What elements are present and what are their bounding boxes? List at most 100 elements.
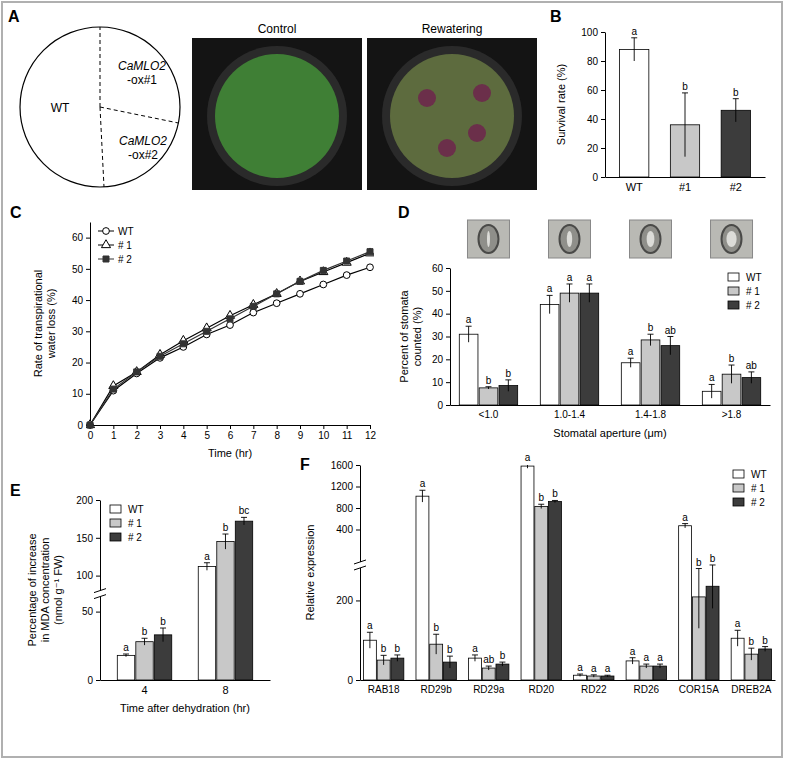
- x-tick: RD29a: [473, 684, 505, 695]
- bar: [198, 567, 215, 680]
- error-bar-cap: [466, 326, 472, 327]
- legend-item: # 1: [728, 286, 760, 297]
- x-axis-title: Time (hr): [208, 447, 252, 459]
- x-axis: 48: [101, 681, 271, 696]
- significance-letter: b: [696, 557, 702, 568]
- x-tick-mark: [323, 425, 324, 429]
- axis-break-mark: [94, 595, 106, 599]
- error-bar-cap: [222, 534, 228, 535]
- error-bar-stem: [527, 465, 528, 468]
- error-bar: [604, 675, 610, 677]
- section-divider: [100, 107, 178, 123]
- panel-label: C: [10, 204, 22, 221]
- error-bar: [657, 664, 663, 668]
- photo-background: [367, 38, 537, 190]
- x-tick-label: #2: [730, 181, 742, 193]
- error-bar: [733, 99, 739, 122]
- error-bar-stem: [751, 648, 752, 660]
- legend-label: WT: [118, 226, 134, 237]
- legend-label: # 2: [751, 497, 765, 508]
- error-bar-cap: [160, 628, 166, 629]
- legend: WT# 1# 2: [728, 272, 762, 311]
- significance-letter: a: [525, 452, 531, 463]
- legend-symbol: [103, 228, 110, 235]
- y-tick-mark: [356, 680, 360, 681]
- error-bar-cap: [648, 334, 654, 335]
- significance-letter: a: [547, 283, 553, 294]
- x-tick-label: RD26: [634, 684, 660, 695]
- section-label: -ox#1: [127, 73, 157, 87]
- data-point: [297, 290, 304, 297]
- x-axis: RAB18RD29bRD29aRD20RD22RD26COR15ADREB2A: [361, 681, 776, 696]
- wilted-plant: [438, 139, 456, 157]
- legend: WT# 1# 2: [98, 226, 134, 265]
- y-tick-mark: [86, 331, 90, 332]
- y-tick: 60: [587, 85, 605, 96]
- error-bar-cap: [547, 295, 553, 296]
- error-bar-stem: [449, 656, 450, 668]
- y-tick: 40: [72, 295, 90, 306]
- x-axis-line: [451, 405, 771, 406]
- guard-cells: [641, 225, 661, 253]
- error-bar-cap: [657, 664, 663, 665]
- significance-letter: a: [591, 663, 597, 674]
- x-tick: 10: [318, 425, 330, 441]
- legend-item: # 1: [733, 483, 765, 494]
- data-point: [367, 264, 374, 271]
- error-bar: [123, 654, 129, 657]
- y-tick-label: 0: [347, 675, 353, 686]
- bar: [601, 676, 614, 680]
- panel-label: A: [8, 8, 20, 25]
- section-label: CaMLO2: [118, 59, 166, 73]
- error-bar: [591, 675, 597, 677]
- x-tick: 12: [365, 425, 377, 441]
- y-tick-label: 50: [72, 264, 84, 275]
- bar: [496, 664, 509, 680]
- significance-letter: a: [420, 478, 426, 489]
- y-tick: 0: [87, 675, 100, 686]
- error-bar-cap: [394, 654, 400, 655]
- x-tick-label: 2: [134, 430, 140, 441]
- x-tick-label: RAB18: [368, 684, 400, 695]
- y-tick-label: 0: [592, 172, 598, 183]
- x-tick-label: 10: [318, 430, 330, 441]
- legend-symbol: [103, 256, 109, 262]
- bar: [540, 305, 559, 405]
- error-bar-cap: [447, 656, 453, 657]
- legend: WT# 1# 2: [733, 469, 767, 508]
- pore: [567, 231, 572, 247]
- significance-letter: a: [587, 272, 593, 283]
- error-bar-stem: [737, 630, 738, 646]
- significance-letter: b: [142, 626, 148, 637]
- y-tick: 10: [432, 377, 450, 388]
- significance-letter: b: [552, 488, 558, 499]
- series-line: [90, 267, 370, 425]
- x-tick-mark: [300, 425, 301, 429]
- pot-photo: [367, 38, 537, 190]
- error-bar: [628, 358, 634, 367]
- error-bar-stem: [698, 569, 699, 629]
- error-bar: [630, 658, 636, 664]
- x-tick: #1: [679, 181, 691, 193]
- error-bar-cap: [748, 371, 754, 372]
- error-bar-cap: [485, 386, 491, 387]
- y-tick: 400: [336, 524, 360, 535]
- x-tick-mark: [160, 425, 161, 429]
- significance-letter: a: [735, 618, 741, 629]
- y-tick: 50: [82, 606, 100, 617]
- significance-letter: a: [657, 652, 663, 663]
- error-bar-stem: [436, 634, 437, 654]
- y-tick-label: 0: [77, 420, 83, 431]
- error-bar-cap: [505, 379, 511, 380]
- error-bar-cap: [123, 654, 129, 655]
- pot: [207, 46, 347, 186]
- error-bar-stem: [569, 284, 570, 302]
- x-tick: <1.0: [479, 409, 499, 420]
- significance-letter: b: [749, 636, 755, 647]
- significance-letter: a: [709, 372, 715, 383]
- x-tick-label: 0: [88, 430, 94, 441]
- y-tick-label: 40: [72, 295, 84, 306]
- x-tick-label: 12: [365, 430, 377, 441]
- bar: [459, 334, 478, 405]
- panel-label: D: [398, 204, 410, 221]
